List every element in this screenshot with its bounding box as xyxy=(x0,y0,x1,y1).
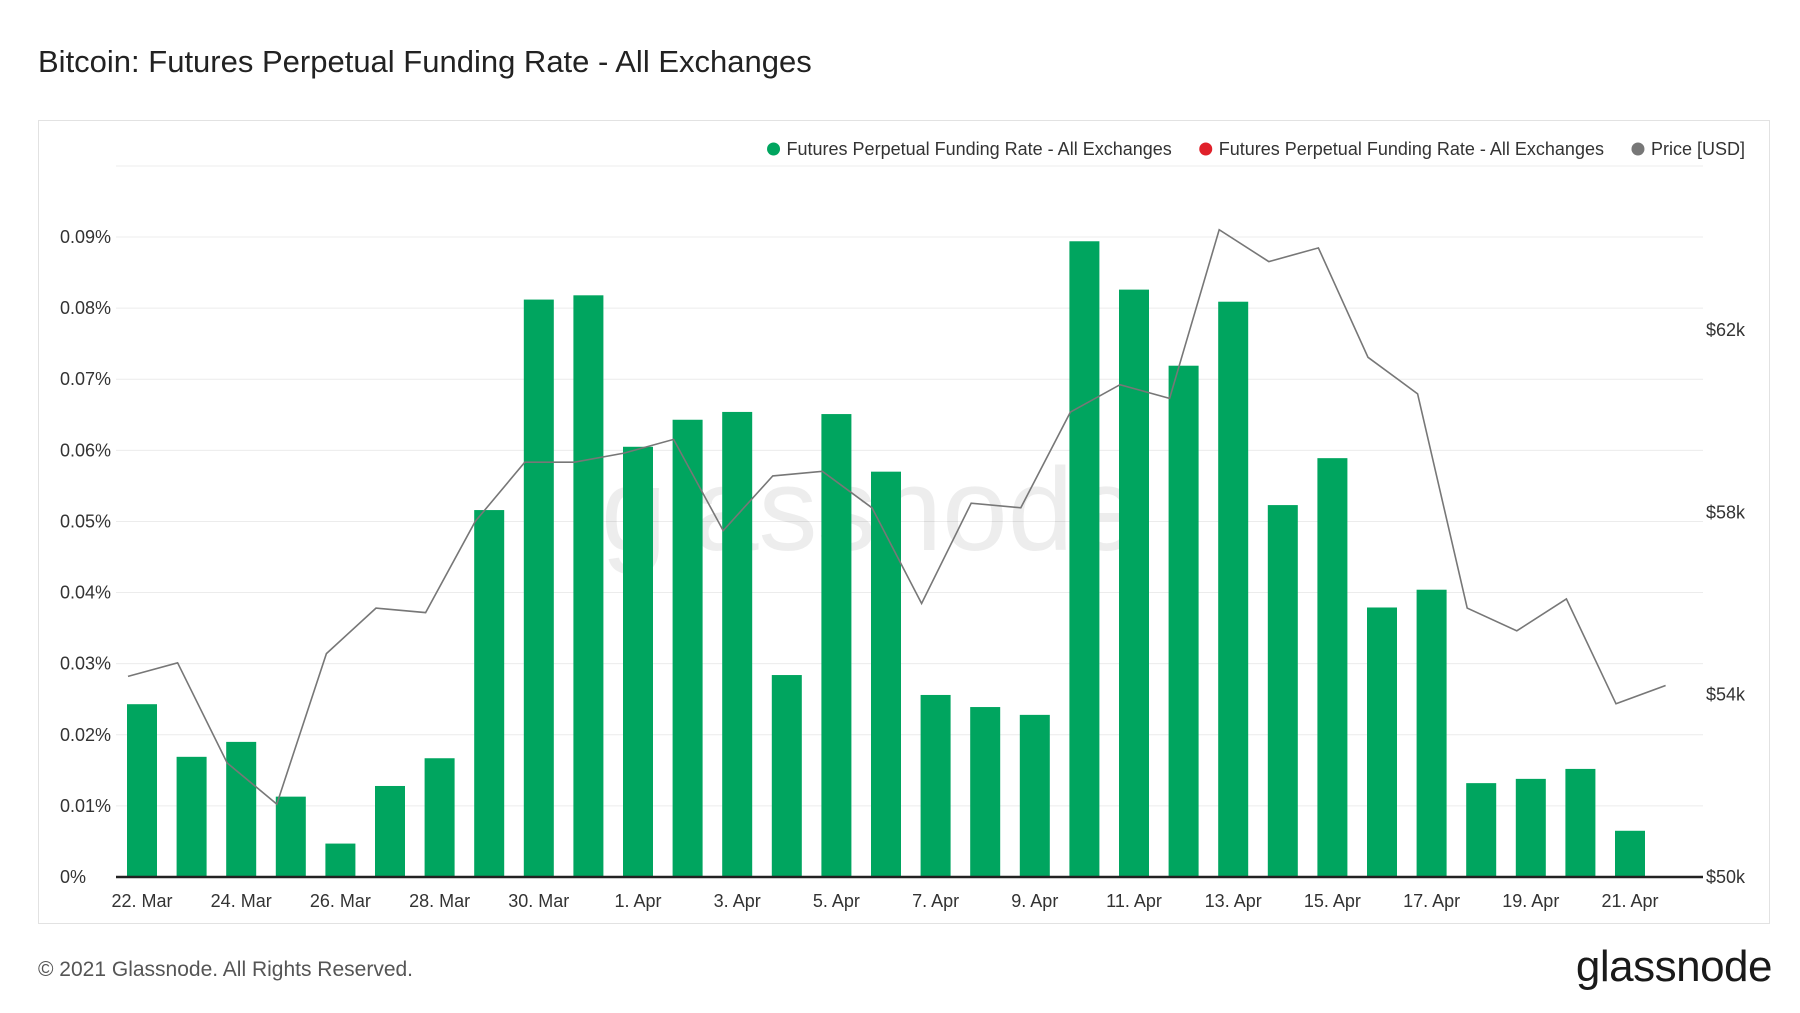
funding-rate-bar xyxy=(573,295,604,877)
legend-label: Price [USD] xyxy=(1651,139,1745,159)
y-left-tick-label: 0.09% xyxy=(60,227,111,247)
funding-rate-bar xyxy=(325,843,356,877)
x-tick-label: 11. Apr xyxy=(1106,891,1162,911)
y-left-tick-label: 0.06% xyxy=(60,440,111,460)
chart-frame xyxy=(38,120,1770,924)
funding-rate-bar xyxy=(1615,830,1645,877)
right-y-axis-labels: $50k $54k $58k $62k xyxy=(1706,320,1746,887)
price-line xyxy=(127,228,1666,806)
funding-rate-bar xyxy=(672,419,703,877)
y-right-tick-label: $62k xyxy=(1706,320,1746,340)
x-tick-label: 1. Apr xyxy=(614,891,661,911)
x-tick-label: 17. Apr xyxy=(1403,891,1460,911)
legend-marker xyxy=(1199,142,1213,156)
y-left-tick-label: 0% xyxy=(60,867,86,887)
y-left-tick-label: 0.01% xyxy=(60,796,111,816)
legend[interactable]: Price [USD] Futures Perpetual Funding Rat… xyxy=(767,139,1745,159)
funding-rate-bar xyxy=(1416,589,1447,877)
x-tick-label: 28. Mar xyxy=(409,891,470,911)
y-left-tick-label: 0.02% xyxy=(60,725,111,745)
funding-rate-bar xyxy=(226,741,257,877)
funding-rate-bar xyxy=(1317,458,1348,877)
y-right-tick-label: $58k xyxy=(1706,502,1746,522)
funding-rate-bar xyxy=(1515,778,1546,877)
x-tick-label: 5. Apr xyxy=(813,891,860,911)
funding-rate-bar xyxy=(771,675,802,877)
x-tick-label: 21. Apr xyxy=(1601,891,1658,911)
x-tick-label: 7. Apr xyxy=(912,891,959,911)
funding-rate-bar xyxy=(1218,301,1249,877)
funding-rate-bar xyxy=(275,796,306,877)
funding-rate-bar xyxy=(920,694,951,877)
y-left-tick-label: 0.04% xyxy=(60,583,111,603)
x-tick-label: 13. Apr xyxy=(1205,891,1262,911)
page-title: Bitcoin: Futures Perpetual Funding Rate … xyxy=(38,44,812,79)
funding-rate-bar xyxy=(1267,505,1298,877)
funding-rate-bar xyxy=(1069,241,1100,877)
funding-rate-bar xyxy=(127,704,157,877)
legend-marker xyxy=(1631,142,1645,156)
x-axis-labels: 22. Mar 24. Mar 26. Mar 28. Mar 30. Mar 1. Ap… xyxy=(111,891,1658,911)
legend-label: Futures Perpetual Funding Rate - All Exc… xyxy=(1219,139,1604,159)
glassnode-logo: glassnode xyxy=(1575,942,1773,991)
funding-rate-bar xyxy=(474,510,505,877)
bar-series xyxy=(127,241,1645,878)
funding-rate-bar xyxy=(623,446,653,877)
funding-rate-bar xyxy=(970,707,1001,877)
legend-marker xyxy=(767,142,781,156)
x-tick-label: 26. Mar xyxy=(310,891,371,911)
legend-label: Futures Perpetual Funding Rate - All Exc… xyxy=(787,139,1172,159)
y-left-tick-label: 0.07% xyxy=(60,369,111,389)
funding-rate-bar xyxy=(1168,365,1199,877)
x-tick-label: 30. Mar xyxy=(508,891,569,911)
funding-rate-bar xyxy=(722,411,753,877)
funding-rate-bar xyxy=(871,471,901,877)
funding-rate-bar xyxy=(1565,768,1596,877)
y-left-tick-label: 0.05% xyxy=(60,511,111,531)
funding-rate-bar xyxy=(1367,607,1397,877)
y-right-tick-label: $54k xyxy=(1706,685,1746,705)
funding-rate-bar xyxy=(1019,714,1050,877)
copyright-footer: © 2021 Glassnode. All Rights Reserved. xyxy=(38,958,414,981)
funding-rate-bar xyxy=(523,299,554,878)
x-tick-label: 24. Mar xyxy=(211,891,272,911)
funding-rate-bar xyxy=(176,756,207,877)
x-tick-label: 9. Apr xyxy=(1011,891,1058,911)
y-left-tick-label: 0.03% xyxy=(60,654,111,674)
y-right-tick-label: $50k xyxy=(1706,867,1746,887)
funding-rate-bar xyxy=(424,758,455,877)
funding-rate-bar xyxy=(1466,783,1497,877)
x-tick-label: 19. Apr xyxy=(1502,891,1559,911)
funding-rate-bar xyxy=(1119,289,1149,878)
funding-rate-bar xyxy=(821,414,852,877)
x-tick-label: 3. Apr xyxy=(714,891,761,911)
x-tick-label: 22. Mar xyxy=(111,891,172,911)
y-left-tick-label: 0.08% xyxy=(60,298,111,318)
funding-rate-bar xyxy=(375,785,405,877)
left-y-axis-labels: 0% 0.01% 0.02% 0.03% 0.04% 0.05% 0.06% 0.07% 0.0… xyxy=(60,227,111,887)
price-line-series xyxy=(127,228,1666,806)
x-tick-label: 15. Apr xyxy=(1304,891,1361,911)
